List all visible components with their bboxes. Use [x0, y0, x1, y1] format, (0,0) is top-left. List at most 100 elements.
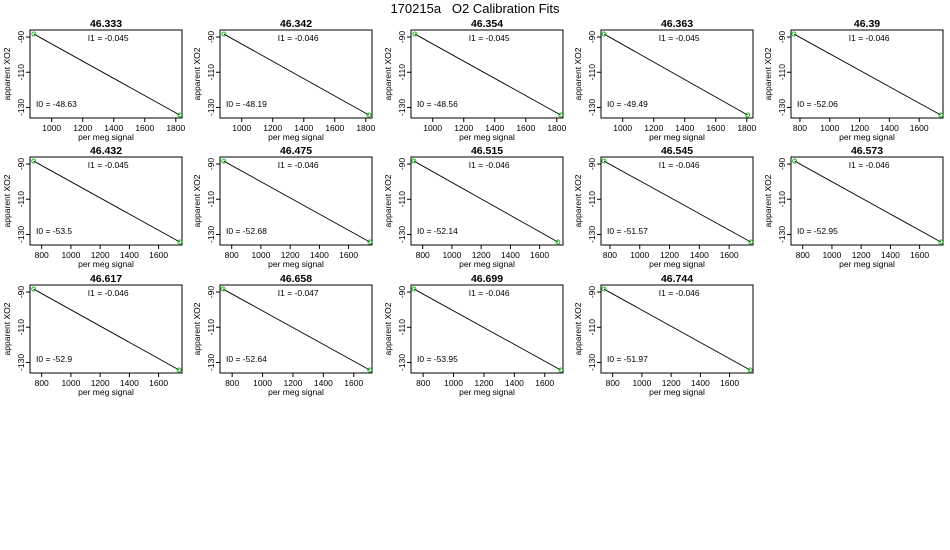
x-tick-label-8-1200: 1200	[472, 250, 491, 260]
data-point-4-2	[745, 112, 751, 118]
y-tick-label-12--130: -130	[206, 354, 216, 371]
intercept-annotation-4: I0 = -49.49	[607, 99, 648, 109]
figure-title: 170215a O2 Calibration Fits	[390, 1, 560, 16]
plot-frame-6	[29, 156, 183, 246]
plot-frame-3	[410, 29, 564, 119]
x-tick-label-12-1400: 1400	[314, 378, 333, 388]
data-point-14-2	[747, 367, 753, 373]
x-tick-label-14-1600: 1600	[720, 378, 739, 388]
slope-annotation-6: I1 = -0.045	[88, 160, 129, 170]
x-tick-label-9-1400: 1400	[690, 250, 709, 260]
y-tick-label-10--130: -130	[777, 226, 787, 243]
x-tick-label-10-1000: 1000	[822, 250, 841, 260]
x-tick-label-12-1600: 1600	[344, 378, 363, 388]
data-point-4-1	[601, 31, 607, 37]
data-point-5-2	[938, 112, 944, 118]
data-point-14-1	[601, 286, 607, 292]
y-tick-label-13--110: -110	[397, 319, 407, 336]
fit-line-5	[793, 33, 941, 116]
x-tick-label-10-1400: 1400	[881, 250, 900, 260]
intercept-annotation-8: I0 = -52.14	[417, 226, 458, 236]
x-tick-label-12-1000: 1000	[253, 378, 272, 388]
x-tick-label-3-1400: 1400	[485, 123, 504, 133]
fit-line-8	[413, 160, 559, 243]
data-point-13-2	[558, 367, 564, 373]
plot-frame-7	[219, 156, 373, 246]
fit-line-10	[794, 160, 942, 243]
x-axis-label-5: per meg signal	[839, 132, 895, 142]
data-point-8-2	[555, 239, 561, 245]
y-axis-label-9: apparent XO2	[573, 174, 583, 227]
y-axis-label-13: apparent XO2	[383, 302, 393, 355]
x-tick-label-1-1600: 1600	[135, 123, 154, 133]
x-axis-label-13: per meg signal	[459, 387, 515, 397]
fit-line-12	[222, 288, 370, 371]
x-tick-label-8-1400: 1400	[501, 250, 520, 260]
x-tick-label-5-1000: 1000	[820, 123, 839, 133]
data-point-1-2	[177, 112, 183, 118]
panel-title-6: 46.432	[90, 145, 122, 157]
x-tick-label-2-1000: 1000	[232, 123, 251, 133]
x-tick-label-8-1600: 1600	[530, 250, 549, 260]
x-axis-label-12: per meg signal	[268, 387, 324, 397]
x-tick-label-11-800: 800	[35, 378, 49, 388]
intercept-annotation-3: I0 = -48.56	[417, 99, 458, 109]
y-tick-label-3--110: -110	[397, 64, 407, 81]
x-tick-label-4-1600: 1600	[706, 123, 725, 133]
data-point-12-1	[220, 286, 226, 292]
y-tick-label-11--90: -90	[16, 286, 26, 299]
x-tick-label-4-1400: 1400	[675, 123, 694, 133]
fit-line-14	[603, 288, 751, 371]
y-tick-label-14--110: -110	[587, 319, 597, 336]
y-tick-label-14--90: -90	[587, 286, 597, 299]
y-tick-label-11--130: -130	[16, 354, 26, 371]
x-tick-label-7-1200: 1200	[281, 250, 300, 260]
plot-frame-1	[29, 29, 183, 119]
panel-title-7: 46.475	[280, 145, 312, 157]
y-tick-label-7--110: -110	[206, 191, 216, 208]
y-tick-label-5--130: -130	[777, 99, 787, 116]
slope-annotation-8: I1 = -0.046	[469, 160, 510, 170]
plot-frame-10	[790, 156, 944, 246]
x-axis-label-9: per meg signal	[649, 259, 705, 269]
intercept-annotation-13: I0 = -53.95	[417, 354, 458, 364]
x-axis-label-4: per meg signal	[649, 132, 705, 142]
x-tick-label-11-1600: 1600	[149, 378, 168, 388]
y-tick-label-3--130: -130	[397, 99, 407, 116]
panel-title-4: 46.363	[661, 18, 693, 30]
data-point-6-1	[31, 158, 37, 164]
y-tick-label-7--90: -90	[206, 158, 216, 171]
data-point-3-1	[412, 31, 418, 37]
x-tick-label-13-800: 800	[416, 378, 430, 388]
y-tick-label-1--110: -110	[16, 64, 26, 81]
x-tick-label-14-1200: 1200	[662, 378, 681, 388]
panel-title-5: 46.39	[854, 18, 880, 30]
x-tick-label-9-1000: 1000	[630, 250, 649, 260]
y-axis-label-2: apparent XO2	[192, 47, 202, 100]
y-tick-label-14--130: -130	[587, 354, 597, 371]
data-point-1-1	[31, 31, 37, 37]
panel-title-12: 46.658	[280, 273, 312, 285]
x-tick-label-6-800: 800	[35, 250, 49, 260]
intercept-annotation-11: I0 = -52.9	[36, 354, 72, 364]
y-tick-label-2--130: -130	[206, 99, 216, 116]
y-tick-label-10--90: -90	[777, 158, 787, 171]
x-tick-label-9-1200: 1200	[660, 250, 679, 260]
slope-annotation-11: I1 = -0.046	[88, 288, 129, 298]
data-point-10-1	[792, 158, 798, 164]
intercept-annotation-1: I0 = -48.63	[36, 99, 77, 109]
y-tick-label-11--110: -110	[16, 319, 26, 336]
plot-frame-14	[600, 284, 754, 374]
slope-annotation-5: I1 = -0.046	[849, 33, 890, 43]
panel-title-13: 46.699	[471, 273, 503, 285]
panel-title-8: 46.515	[471, 145, 503, 157]
x-tick-label-11-1400: 1400	[120, 378, 139, 388]
x-axis-label-3: per meg signal	[459, 132, 515, 142]
x-tick-label-13-1400: 1400	[505, 378, 524, 388]
slope-annotation-14: I1 = -0.046	[659, 288, 700, 298]
y-tick-label-10--110: -110	[777, 191, 787, 208]
plot-frame-9	[600, 156, 754, 246]
x-tick-label-3-1000: 1000	[423, 123, 442, 133]
y-tick-label-6--130: -130	[16, 226, 26, 243]
